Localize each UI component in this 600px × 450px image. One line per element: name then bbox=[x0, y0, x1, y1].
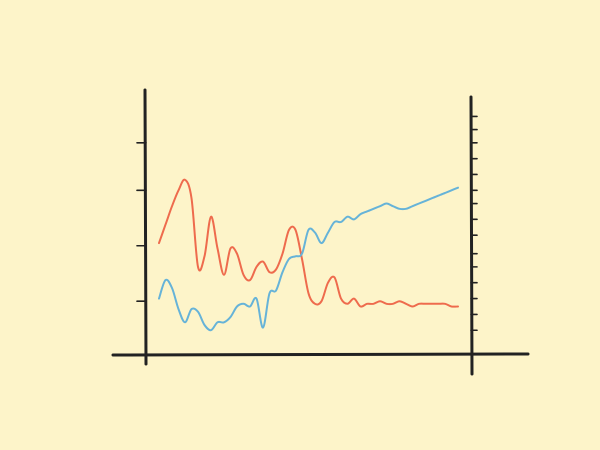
series-layer bbox=[158, 178, 459, 332]
series-line-1 bbox=[158, 186, 459, 332]
series-line-0 bbox=[158, 178, 459, 308]
x-axis-line bbox=[111, 352, 530, 357]
right-axis-ticks bbox=[470, 115, 478, 332]
left-axis-line bbox=[143, 88, 148, 366]
left-axis-ticks bbox=[136, 142, 147, 303]
axes bbox=[111, 88, 530, 376]
